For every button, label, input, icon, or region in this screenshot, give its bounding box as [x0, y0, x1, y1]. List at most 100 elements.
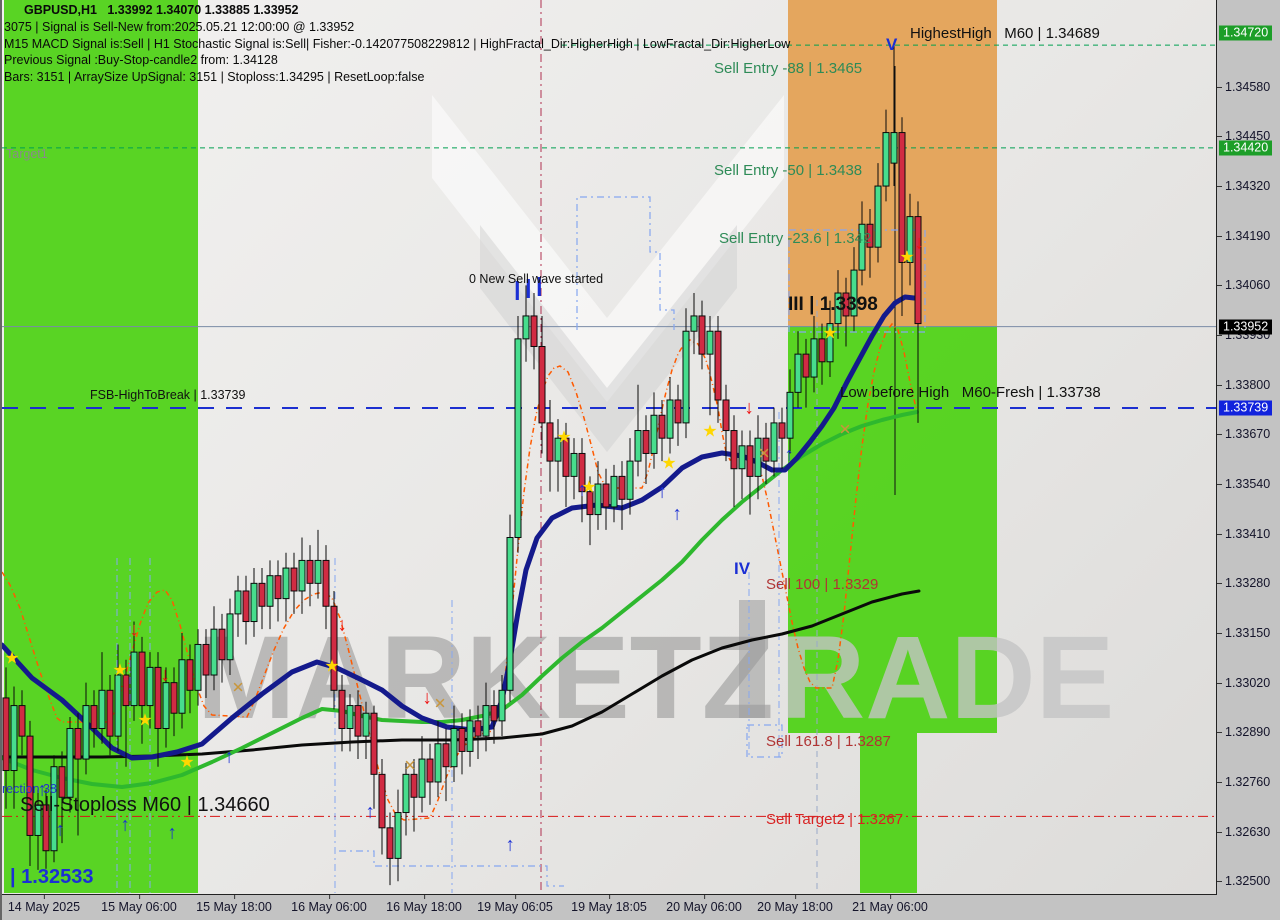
bull-candle — [418, 758, 426, 798]
bull-candle — [98, 689, 106, 729]
bear-candle — [674, 399, 682, 424]
bull-candle — [874, 185, 882, 248]
lower-fractal-channel[interactable] — [339, 850, 564, 887]
star-signal-icon: ★ — [137, 710, 153, 730]
bull-candle — [402, 773, 410, 814]
time-tick-label: 16 May 06:00 — [291, 895, 367, 914]
bars-stoploss-line: Bars: 3151 | ArraySize UpSignal: 3151 | … — [4, 70, 425, 84]
bear-candle — [370, 712, 378, 775]
highest-high-label: HighestHigh M60 | 1.34689 — [910, 25, 1100, 42]
bear-candle — [730, 430, 738, 470]
right-green-strip — [860, 733, 917, 893]
buy-arrow-icon: ↑ — [167, 822, 177, 844]
bull-candle — [162, 682, 170, 729]
time-tick-label: 15 May 06:00 — [101, 895, 177, 914]
bear-candle — [106, 689, 114, 737]
bear-candle — [546, 422, 554, 462]
bear-candle — [338, 689, 346, 729]
price-tick-label: 1.32500 — [1217, 874, 1270, 888]
time-tick-label: 20 May 06:00 — [666, 895, 742, 914]
bull-candle — [82, 705, 90, 760]
entry-box[interactable] — [788, 229, 926, 333]
price-tick-label: 1.34060 — [1217, 278, 1270, 292]
bear-candle — [378, 773, 386, 829]
bear-candle — [306, 559, 314, 584]
sell-entry-50-label: Sell Entry -50 | 1.3438 — [714, 162, 863, 179]
buy-arrow-icon: ↑ — [55, 819, 65, 841]
bear-candle — [642, 430, 650, 454]
bull-candle — [298, 559, 306, 592]
upper-fractal-channel[interactable] — [576, 196, 675, 330]
chart-plot-area[interactable]: MARKETZ RADE GBPUSD,H1 1.33992 1.34070 1.… — [2, 0, 1217, 895]
bear-candle — [746, 445, 754, 477]
bull-candle — [594, 483, 602, 516]
bear-candle — [186, 659, 194, 691]
bear-candle — [242, 590, 250, 623]
bull-candle — [434, 743, 442, 783]
bull-candle — [650, 414, 658, 454]
bull-candle — [514, 338, 522, 538]
bear-candle — [26, 735, 34, 836]
bear-candle — [578, 452, 586, 493]
bear-candle — [618, 475, 626, 500]
time-axis[interactable]: 14 May 2025 15 May 06:00 15 May 18:00 16 Ma… — [2, 895, 1280, 920]
bear-candle — [330, 605, 338, 691]
bear-candle — [818, 338, 826, 363]
price-axis[interactable]: 1.34580 1.34450 1.34320 1.34190 1.34060 1.339… — [1217, 0, 1280, 895]
bull-candle — [394, 812, 402, 859]
bear-candle — [202, 643, 210, 676]
orange-dotted-stop-line[interactable] — [2, 322, 917, 821]
bear-candle — [154, 666, 162, 729]
price-level-badge: 1.33952 — [1219, 319, 1273, 335]
star-signal-icon: ★ — [822, 323, 838, 343]
bull-candle — [362, 712, 370, 737]
bull-candle — [682, 330, 690, 424]
bull-candle — [626, 460, 634, 500]
wave-tick-icon: ▎ — [526, 281, 540, 298]
sell-arrow-icon: ↓ — [744, 397, 754, 419]
low-before-high-label: Low before High M60-Fresh | 1.33738 — [840, 384, 1101, 401]
price-tick-label: 1.32890 — [1217, 725, 1270, 739]
bull-candle — [250, 582, 258, 623]
bear-candle — [58, 766, 66, 798]
bear-candle — [602, 483, 610, 508]
bull-candle — [506, 536, 514, 691]
bear-candle — [354, 705, 362, 737]
bear-candle — [762, 437, 770, 462]
bear-candle — [90, 705, 98, 729]
new-sell-wave-label: 0 New Sell wave started — [469, 272, 604, 286]
bull-candle — [450, 727, 458, 768]
bear-candle — [442, 743, 450, 768]
sell-arrow-icon: ↓ — [337, 614, 347, 636]
time-tick-label: 19 May 06:05 — [477, 895, 553, 914]
buy-arrow-icon: ↑ — [224, 746, 234, 768]
sell-target2-label: Sell Target2 | 1.3267 — [766, 811, 904, 828]
bear-candle — [842, 292, 850, 317]
bull-candle — [34, 804, 42, 836]
star-signal-icon: ★ — [556, 427, 572, 447]
bull-candle — [690, 315, 698, 332]
bear-candle — [322, 559, 330, 607]
MA-black-slow[interactable] — [2, 589, 921, 759]
bear-candle — [74, 727, 82, 760]
bull-candle — [314, 559, 322, 584]
star-signal-icon: ★ — [112, 660, 128, 680]
bull-candle — [850, 269, 858, 317]
lowest-low-label: | 1.32533 — [10, 866, 94, 888]
bull-candle — [834, 292, 842, 325]
bear-candle — [2, 697, 10, 772]
star-signal-icon: ★ — [179, 752, 195, 772]
time-tick-label: 16 May 18:00 — [386, 895, 462, 914]
watermark-chevron-icon — [432, 95, 784, 402]
bear-candle — [138, 651, 146, 707]
watermark-bar-glyph — [739, 600, 765, 718]
price-tick-label: 1.34580 — [1217, 80, 1270, 94]
bear-candle — [658, 414, 666, 439]
bull-candle — [810, 338, 818, 378]
buy-arrow-icon: ↑ — [37, 779, 47, 801]
small-box-bottom[interactable] — [746, 724, 783, 758]
bull-candle — [146, 666, 154, 707]
bear-candle — [778, 422, 786, 439]
MA-navy-fast[interactable] — [2, 294, 917, 761]
